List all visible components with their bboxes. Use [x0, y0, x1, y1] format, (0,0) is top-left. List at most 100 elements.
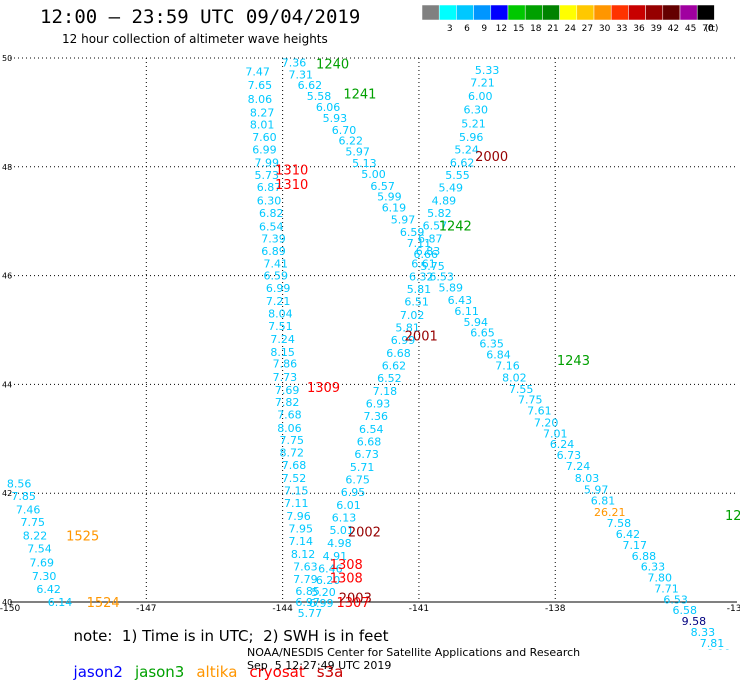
swh-value: 6.22: [339, 135, 364, 148]
scale-label: 24: [564, 24, 576, 34]
swh-value: 7.14: [289, 535, 314, 548]
swh-value: 5.99: [377, 191, 402, 204]
swh-value: 6.99: [309, 597, 334, 610]
swh-value: 6.85: [295, 585, 320, 598]
swh-value: 5.82: [427, 207, 452, 220]
pass-label: 1307: [337, 596, 370, 611]
swh-value: 7.30: [32, 570, 57, 583]
scale-label: 36: [633, 24, 645, 34]
swh-value: 8.09: [707, 648, 732, 650]
swh-value: 6.00: [468, 90, 493, 103]
swh-value: 5.97: [345, 146, 370, 159]
swh-value: 6.83: [416, 245, 441, 258]
swh-value: 7.51: [268, 320, 293, 333]
swh-value: 7.55: [509, 383, 534, 396]
y-tick-label: 44: [2, 380, 12, 389]
swh-value: 7.86: [273, 358, 298, 371]
swh-value: 7.68: [277, 408, 302, 421]
swh-value: 6.82: [259, 207, 284, 220]
swh-value: 7.71: [654, 582, 679, 595]
legend-jason3: jason3: [134, 663, 185, 681]
x-tick-label: -134: [727, 604, 740, 614]
pass-label: 2002: [348, 525, 381, 540]
swh-value: 5.81: [407, 283, 432, 296]
swh-value: 7.52: [282, 472, 307, 485]
swh-value: 7.73: [273, 371, 298, 384]
swh-value: 4.91: [323, 550, 348, 563]
swh-value: 8.02: [502, 371, 527, 384]
pass-label: 2000: [475, 150, 508, 165]
scale-label: 21: [547, 24, 558, 34]
swh-value: 7.81: [700, 637, 725, 650]
scale-label: 9: [481, 24, 487, 34]
swh-value: 6.65: [470, 327, 495, 340]
pass-label: 2003: [339, 592, 372, 607]
swh-value: 5.49: [438, 181, 463, 194]
x-tick-label: -150: [0, 604, 20, 614]
pass-label: 1525: [66, 530, 99, 545]
swh-value: 7.65: [248, 79, 273, 92]
swh-value: 6.66: [414, 248, 439, 261]
swh-value: 5.96: [459, 131, 484, 144]
swh-value: 7.82: [275, 396, 300, 409]
swh-value: 7.15: [284, 484, 309, 497]
swh-value: 6.73: [354, 448, 379, 461]
swh-value: 6.06: [316, 101, 341, 114]
pass-label: 1310: [275, 164, 308, 179]
swh-value: 5.81: [395, 321, 420, 334]
pass-label: 1310: [275, 178, 308, 193]
swh-value: 5.97: [584, 483, 609, 496]
pass-label: 1240: [316, 57, 349, 72]
swh-value: 6.54: [259, 221, 284, 234]
swh-value: 7.68: [282, 459, 307, 472]
swh-value: 7.75: [518, 394, 543, 407]
scale-label: 3: [447, 24, 453, 34]
swh-value: 6.70: [332, 124, 357, 137]
swh-value: 5.71: [350, 461, 375, 474]
x-tick-label: -141: [409, 604, 429, 614]
swh-value: 4.98: [327, 537, 352, 550]
scale-label: 30: [599, 24, 611, 34]
swh-value: 7.36: [364, 410, 389, 423]
page-title: 12:00 – 23:59 UTC 09/04/2019: [40, 6, 361, 28]
scale-swatch: [696, 4, 715, 21]
swh-value: 5.21: [461, 117, 486, 130]
y-tick-label: 42: [2, 489, 12, 498]
pass-label: 1309: [307, 381, 340, 396]
swh-value: 7.47: [245, 66, 270, 79]
pass-label: 1524: [87, 596, 120, 611]
swh-value: 7.99: [254, 156, 279, 169]
swh-value: 7.61: [527, 405, 552, 418]
swh-value: 7.24: [270, 333, 295, 346]
swh-value: 6.54: [359, 423, 384, 436]
pass-label: 1244: [725, 509, 740, 524]
y-tick-label: 46: [2, 272, 12, 281]
scale-label: 39: [650, 24, 662, 34]
swh-value: 6.61: [411, 258, 436, 271]
swh-value: 6.13: [332, 512, 357, 525]
swh-value: 6.57: [370, 180, 395, 193]
swh-value: 8.72: [279, 446, 304, 459]
swh-value: 7.02: [400, 309, 425, 322]
swh-value: 7.75: [279, 434, 304, 447]
page-subtitle: 12 hour collection of altimeter wave hei…: [62, 32, 328, 46]
swh-value: 8.03: [575, 472, 600, 485]
swh-value: 6.81: [591, 494, 616, 507]
swh-value: 7.21: [470, 76, 495, 89]
color-scale: 3 6 9 12 15 18 21 24 27 30 33 36 39 42 45 70(ft): [421, 4, 718, 34]
swh-value: 6.35: [479, 338, 504, 351]
swh-value: 7.41: [264, 258, 289, 271]
swh-value: 9.58: [682, 615, 707, 628]
scale-label: 6: [464, 24, 470, 34]
swh-value: 6.51: [404, 296, 429, 309]
swh-value: 5.20: [311, 586, 336, 599]
swh-value: 7.80: [648, 572, 673, 585]
swh-value: 5.13: [352, 157, 377, 170]
swh-value: 7.01: [543, 427, 568, 440]
swh-value: 5.00: [361, 168, 386, 181]
swh-value: 26.21: [594, 506, 626, 519]
y-tick-label: 40: [2, 598, 12, 607]
swh-value: 6.95: [341, 486, 366, 499]
swh-value: 6.87: [418, 233, 443, 246]
y-tick-label: 48: [2, 163, 12, 172]
